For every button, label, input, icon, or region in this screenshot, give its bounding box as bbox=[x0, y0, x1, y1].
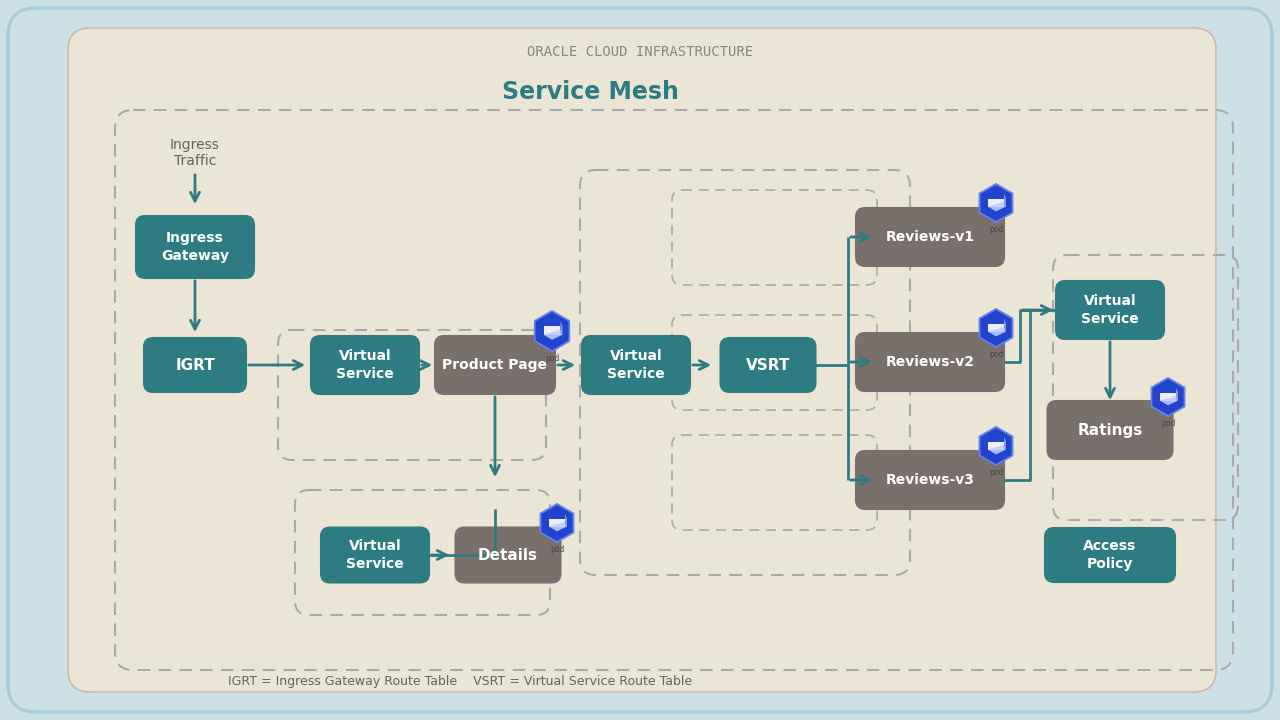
Polygon shape bbox=[540, 504, 573, 542]
FancyBboxPatch shape bbox=[856, 451, 1004, 509]
Text: Reviews-v1: Reviews-v1 bbox=[886, 230, 974, 244]
Text: Service Mesh: Service Mesh bbox=[502, 80, 678, 104]
Polygon shape bbox=[549, 522, 567, 531]
Text: pod: pod bbox=[545, 354, 559, 363]
Polygon shape bbox=[544, 330, 562, 340]
FancyBboxPatch shape bbox=[1047, 401, 1172, 459]
FancyBboxPatch shape bbox=[456, 528, 561, 582]
Polygon shape bbox=[544, 326, 561, 335]
FancyBboxPatch shape bbox=[68, 28, 1216, 692]
FancyBboxPatch shape bbox=[1056, 281, 1164, 339]
Text: Virtual
Service: Virtual Service bbox=[346, 539, 404, 571]
Text: Reviews-v2: Reviews-v2 bbox=[886, 355, 974, 369]
FancyBboxPatch shape bbox=[8, 8, 1272, 712]
Polygon shape bbox=[549, 518, 564, 526]
Polygon shape bbox=[564, 514, 567, 526]
Text: Details: Details bbox=[477, 547, 538, 562]
Polygon shape bbox=[979, 184, 1012, 222]
Text: Ingress
Traffic: Ingress Traffic bbox=[170, 138, 220, 168]
Text: pod: pod bbox=[1161, 419, 1175, 428]
Polygon shape bbox=[988, 327, 1006, 336]
Text: pod: pod bbox=[550, 545, 564, 554]
Polygon shape bbox=[1160, 392, 1176, 400]
Polygon shape bbox=[979, 309, 1012, 347]
Polygon shape bbox=[1160, 396, 1178, 405]
Text: pod: pod bbox=[989, 350, 1004, 359]
Text: Product Page: Product Page bbox=[443, 358, 548, 372]
FancyBboxPatch shape bbox=[136, 216, 253, 278]
Text: Virtual
Service: Virtual Service bbox=[1082, 294, 1139, 325]
Polygon shape bbox=[1152, 378, 1184, 416]
Polygon shape bbox=[561, 321, 562, 335]
FancyBboxPatch shape bbox=[721, 338, 815, 392]
FancyBboxPatch shape bbox=[856, 208, 1004, 266]
Polygon shape bbox=[988, 202, 1006, 212]
Polygon shape bbox=[535, 311, 570, 351]
Text: Ratings: Ratings bbox=[1078, 423, 1143, 438]
Polygon shape bbox=[988, 445, 1006, 454]
FancyBboxPatch shape bbox=[311, 336, 419, 394]
Text: IGRT: IGRT bbox=[175, 358, 215, 372]
FancyBboxPatch shape bbox=[1044, 528, 1175, 582]
Text: IGRT = Ingress Gateway Route Table    VSRT = Virtual Service Route Table: IGRT = Ingress Gateway Route Table VSRT … bbox=[228, 675, 692, 688]
FancyBboxPatch shape bbox=[582, 336, 690, 394]
Text: Ingress
Gateway: Ingress Gateway bbox=[161, 231, 229, 263]
Polygon shape bbox=[1176, 388, 1178, 400]
FancyBboxPatch shape bbox=[856, 333, 1004, 391]
Text: pod: pod bbox=[989, 225, 1004, 234]
Polygon shape bbox=[979, 427, 1012, 465]
Text: ORACLE CLOUD INFRASTRUCTURE: ORACLE CLOUD INFRASTRUCTURE bbox=[527, 45, 753, 59]
Polygon shape bbox=[988, 441, 1004, 449]
Text: Virtual
Service: Virtual Service bbox=[607, 349, 664, 381]
Text: Reviews-v3: Reviews-v3 bbox=[886, 473, 974, 487]
Polygon shape bbox=[1004, 194, 1006, 207]
Polygon shape bbox=[1004, 319, 1006, 332]
Polygon shape bbox=[1004, 437, 1006, 449]
Text: Virtual
Service: Virtual Service bbox=[337, 349, 394, 381]
Text: VSRT: VSRT bbox=[746, 358, 790, 372]
Polygon shape bbox=[988, 199, 1004, 207]
Text: Access
Policy: Access Policy bbox=[1083, 539, 1137, 571]
Text: pod: pod bbox=[989, 468, 1004, 477]
Polygon shape bbox=[988, 323, 1004, 332]
FancyBboxPatch shape bbox=[145, 338, 246, 392]
FancyBboxPatch shape bbox=[321, 528, 429, 582]
FancyBboxPatch shape bbox=[435, 336, 556, 394]
